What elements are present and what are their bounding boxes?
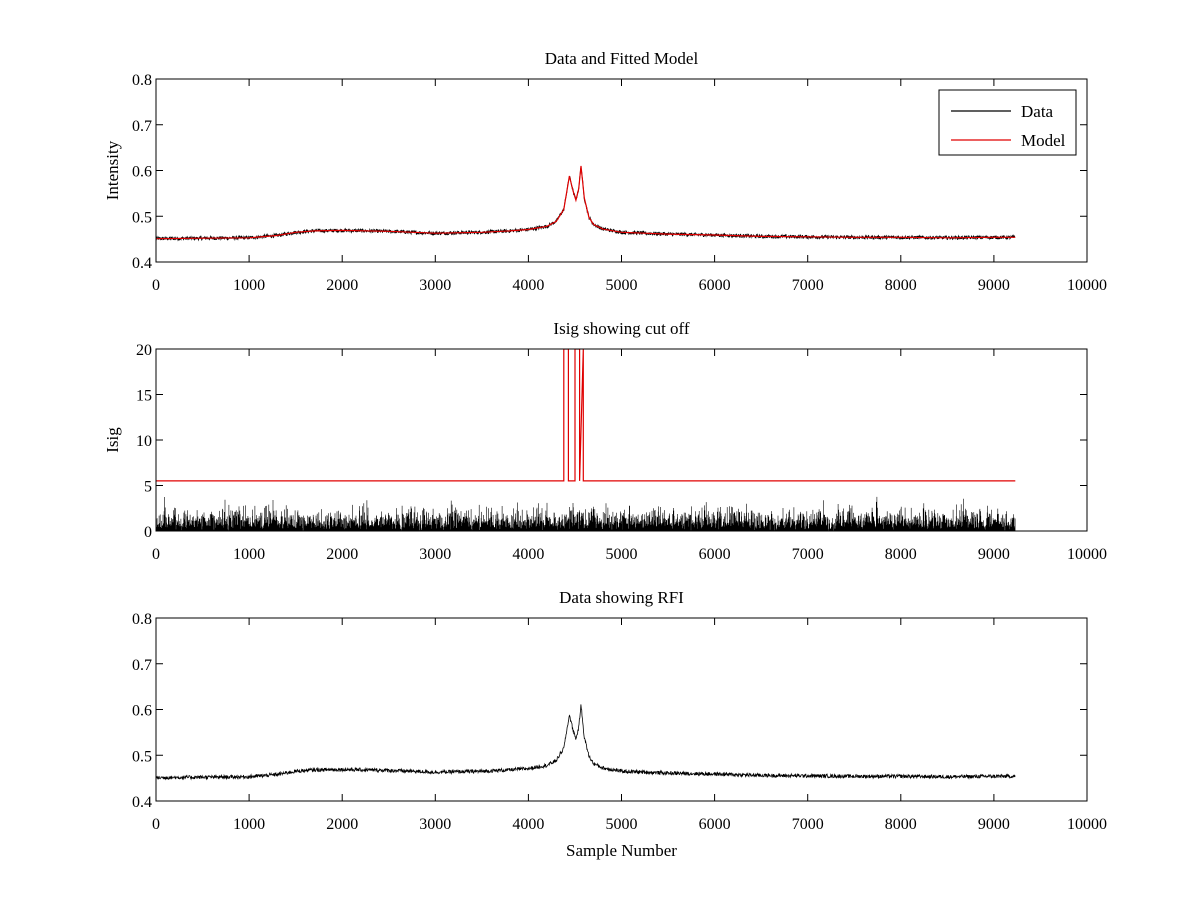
- x-axis-label: Sample Number: [566, 841, 677, 860]
- x-tick-label: 4000: [512, 816, 544, 833]
- x-tick-label: 2000: [326, 816, 358, 833]
- y-tick-label: 0.6: [132, 164, 152, 181]
- x-tick-label: 6000: [699, 816, 731, 833]
- x-tick-label: 9000: [978, 546, 1010, 563]
- series-line-1: [156, 704, 1016, 781]
- x-tick-label: 3000: [419, 816, 451, 833]
- legend: Data Model: [938, 89, 1077, 156]
- x-tick-label: 4000: [512, 277, 544, 294]
- x-tick-label: 10000: [1067, 546, 1107, 563]
- x-tick-label: 0: [152, 277, 160, 294]
- x-tick-label: 1000: [233, 816, 265, 833]
- y-tick-label: 0.5: [132, 209, 152, 226]
- y-tick-label: 20: [136, 342, 152, 359]
- x-tick-label: 6000: [699, 277, 731, 294]
- y-tick-label: 0.5: [132, 748, 152, 765]
- legend-label-model: Model: [1021, 131, 1066, 150]
- legend-label-data: Data: [1021, 102, 1054, 121]
- x-tick-label: 9000: [978, 277, 1010, 294]
- y-tick-label: 0: [144, 524, 152, 541]
- subplot-1: 0 1000 2000 3000 4000 5000 6000 7000 8000 9000 100…: [103, 49, 1107, 294]
- x-tick-label: 2000: [326, 546, 358, 563]
- y-tick-label: 10: [136, 433, 152, 450]
- y-tick-label: 0.6: [132, 703, 152, 720]
- plot-area: [156, 704, 1016, 781]
- x-tick-label: 1000: [233, 546, 265, 563]
- x-tick-label: 9000: [978, 816, 1010, 833]
- x-tick-label: 5000: [606, 277, 638, 294]
- x-tick-label: 5000: [606, 546, 638, 563]
- subplot-3: 0 1000 2000 3000 4000 5000 6000 7000 8000 9000 100…: [132, 588, 1107, 860]
- legend-box: [938, 89, 1077, 156]
- y-tick-label: 0.8: [132, 72, 152, 89]
- y-tick-label: 5: [144, 479, 152, 496]
- y-axis-label: Isig: [103, 427, 122, 453]
- x-tick-label: 3000: [419, 546, 451, 563]
- x-tick-label: 10000: [1067, 816, 1107, 833]
- x-tick-label: 0: [152, 546, 160, 563]
- y-tick-label: 15: [136, 388, 152, 405]
- subplot-2: 0 1000 2000 3000 4000 5000 6000 7000 8000 9000 100…: [103, 319, 1107, 563]
- x-tick-label: 10000: [1067, 277, 1107, 294]
- x-tick-label: 0: [152, 816, 160, 833]
- x-tick-label: 8000: [885, 816, 917, 833]
- y-axis-label: Intensity: [103, 140, 122, 200]
- x-tick-label: 2000: [326, 277, 358, 294]
- x-tick-label: 7000: [792, 277, 824, 294]
- series-model: [156, 165, 1016, 240]
- x-tick-label: 7000: [792, 816, 824, 833]
- x-tick-label: 8000: [885, 546, 917, 563]
- x-tick-label: 6000: [699, 546, 731, 563]
- x-tick-label: 3000: [419, 277, 451, 294]
- x-tick-label: 4000: [512, 546, 544, 563]
- chart-title: Data showing RFI: [559, 588, 684, 607]
- x-tick-label: 5000: [606, 816, 638, 833]
- chart-title: Isig showing cut off: [553, 319, 689, 338]
- y-tick-label: 0.8: [132, 611, 152, 628]
- x-tick-label: 1000: [233, 277, 265, 294]
- series-line-2: [156, 349, 1016, 482]
- x-tick-label: 7000: [792, 546, 824, 563]
- plot-area: [156, 349, 1016, 531]
- y-tick-label: 0.7: [132, 118, 152, 135]
- x-tick-label: 8000: [885, 277, 917, 294]
- series-line-1: [156, 496, 1016, 531]
- y-tick-label: 0.4: [132, 794, 152, 811]
- y-tick-label: 0.4: [132, 255, 152, 272]
- plot-area: [156, 165, 1016, 242]
- chart-title: Data and Fitted Model: [545, 49, 699, 68]
- y-tick-label: 0.7: [132, 657, 152, 674]
